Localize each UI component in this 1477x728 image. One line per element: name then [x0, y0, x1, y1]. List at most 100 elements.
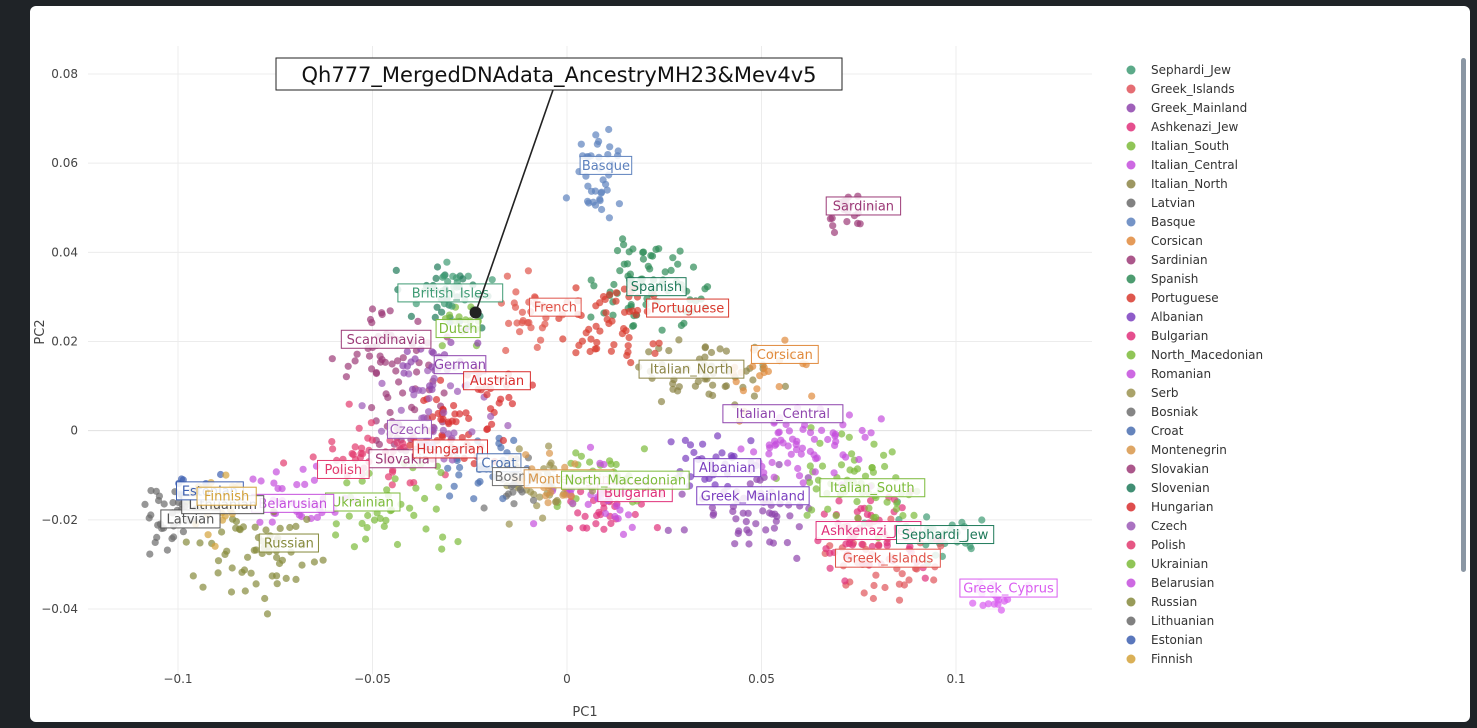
data-point	[559, 491, 567, 499]
data-point	[596, 197, 604, 205]
data-point	[383, 486, 391, 494]
data-point	[667, 438, 675, 446]
legend-item-basque[interactable]: Basque	[1126, 215, 1196, 229]
legend-item-ukrainian[interactable]: Ukrainian	[1126, 557, 1209, 571]
legend-item-montenegrin[interactable]: Montenegrin	[1126, 443, 1227, 457]
legend-item-hungarian[interactable]: Hungarian	[1126, 500, 1214, 514]
data-point	[678, 490, 686, 498]
data-point	[930, 576, 938, 584]
label-text: Ukrainian	[332, 496, 394, 511]
legend-item-bosniak[interactable]: Bosniak	[1126, 405, 1199, 419]
data-point	[753, 385, 761, 393]
legend-marker	[1126, 540, 1136, 550]
data-point	[813, 454, 821, 462]
label-text: British_Isles	[412, 286, 489, 301]
legend-item-latvian[interactable]: Latvian	[1126, 196, 1196, 210]
legend-item-czech[interactable]: Czech	[1126, 519, 1188, 533]
data-point	[515, 445, 523, 453]
label-box	[258, 533, 319, 553]
data-point	[278, 556, 286, 564]
legend-item-albanian[interactable]: Albanian	[1126, 310, 1204, 324]
data-point	[355, 424, 363, 432]
legend-label: Basque	[1151, 215, 1195, 229]
legend-item-polish[interactable]: Polish	[1126, 538, 1186, 552]
data-point	[795, 523, 803, 531]
legend-item-estonian[interactable]: Estonian	[1126, 633, 1203, 647]
data-point	[218, 516, 227, 524]
legend-item-greek-mainland[interactable]: Greek_Mainland	[1126, 101, 1248, 115]
legend-item-sardinian[interactable]: Sardinian	[1126, 253, 1208, 267]
data-point	[567, 492, 576, 500]
data-point	[468, 428, 476, 436]
legend-item-north-macedonian[interactable]: North_Macedonian	[1126, 348, 1264, 362]
label-box	[819, 478, 926, 498]
legend-item-sephardi-jew[interactable]: Sephardi_Jew	[1126, 63, 1232, 77]
data-point	[518, 488, 526, 496]
data-point	[845, 433, 853, 441]
data-point	[261, 594, 269, 603]
data-point	[732, 515, 740, 523]
legend-item-slovenian[interactable]: Slovenian	[1126, 481, 1210, 495]
legend-item-spanish[interactable]: Spanish	[1126, 272, 1199, 286]
data-point	[826, 564, 834, 572]
data-point	[433, 263, 442, 271]
legend-item-italian-north[interactable]: Italian_North	[1126, 177, 1228, 191]
data-point	[592, 520, 600, 528]
label-box	[529, 297, 582, 317]
legend-item-greek-islands[interactable]: Greek_Islands	[1126, 82, 1235, 96]
legend[interactable]: Sephardi_Jew Greek_Islands Greek_Mainland A…	[1126, 63, 1264, 666]
legend-item-ashkenazi-jew[interactable]: Ashkenazi_Jew	[1126, 120, 1239, 134]
legend-item-croat[interactable]: Croat	[1126, 424, 1184, 438]
label-british-isles: British_Isles	[397, 283, 504, 303]
label-basque: Basque	[579, 155, 633, 175]
data-point	[426, 382, 434, 390]
data-point	[598, 188, 606, 196]
legend-item-portuguese[interactable]: Portuguese	[1126, 291, 1219, 305]
data-point	[586, 458, 594, 466]
data-point	[313, 513, 321, 521]
label-text: Corsican	[757, 348, 813, 363]
legend-item-italian-central[interactable]: Italian_Central	[1126, 158, 1238, 172]
data-point	[612, 289, 621, 297]
data-point	[455, 471, 463, 479]
legend-item-bulgarian[interactable]: Bulgarian	[1126, 329, 1209, 343]
legend-item-lithuanian[interactable]: Lithuanian	[1126, 614, 1215, 628]
legend-item-russian[interactable]: Russian	[1126, 595, 1198, 609]
cluster-labels: Basque Sardinian Spanish Portuguese French Br…	[160, 155, 1058, 598]
legend-item-slovakian[interactable]: Slovakian	[1126, 462, 1210, 476]
data-point	[584, 182, 592, 190]
legend-label: Finnish	[1151, 652, 1193, 666]
data-point	[386, 408, 394, 417]
data-point	[362, 535, 370, 543]
legend-scrollbar[interactable]	[1461, 58, 1466, 572]
legend-label: Montenegrin	[1151, 443, 1227, 457]
data-point	[276, 524, 284, 533]
data-point	[378, 379, 386, 387]
data-point	[363, 524, 371, 532]
data-point	[749, 362, 757, 370]
legend-item-serb[interactable]: Serb	[1126, 386, 1179, 400]
data-point	[388, 468, 397, 476]
legend-label: Romanian	[1151, 367, 1211, 381]
data-point	[505, 319, 513, 327]
legend-item-finnish[interactable]: Finnish	[1126, 652, 1193, 666]
data-point	[464, 272, 472, 280]
legend-item-romanian[interactable]: Romanian	[1126, 367, 1212, 381]
data-point	[786, 512, 794, 520]
data-point	[674, 260, 682, 268]
legend-marker	[1126, 559, 1136, 569]
legend-item-belarusian[interactable]: Belarusian	[1126, 576, 1215, 590]
label-box	[896, 525, 995, 545]
data-point	[784, 459, 792, 467]
label-italian-south: Italian_South	[819, 478, 926, 498]
data-point	[664, 526, 672, 535]
legend-item-italian-south[interactable]: Italian_South	[1126, 139, 1230, 153]
data-point	[735, 527, 743, 535]
data-point	[518, 308, 526, 316]
label-text: Polish	[325, 463, 363, 478]
data-point	[204, 531, 212, 539]
legend-marker	[1126, 122, 1136, 132]
annotation-arrow	[474, 89, 554, 313]
legend-item-corsican[interactable]: Corsican	[1126, 234, 1203, 248]
data-point	[432, 505, 440, 513]
